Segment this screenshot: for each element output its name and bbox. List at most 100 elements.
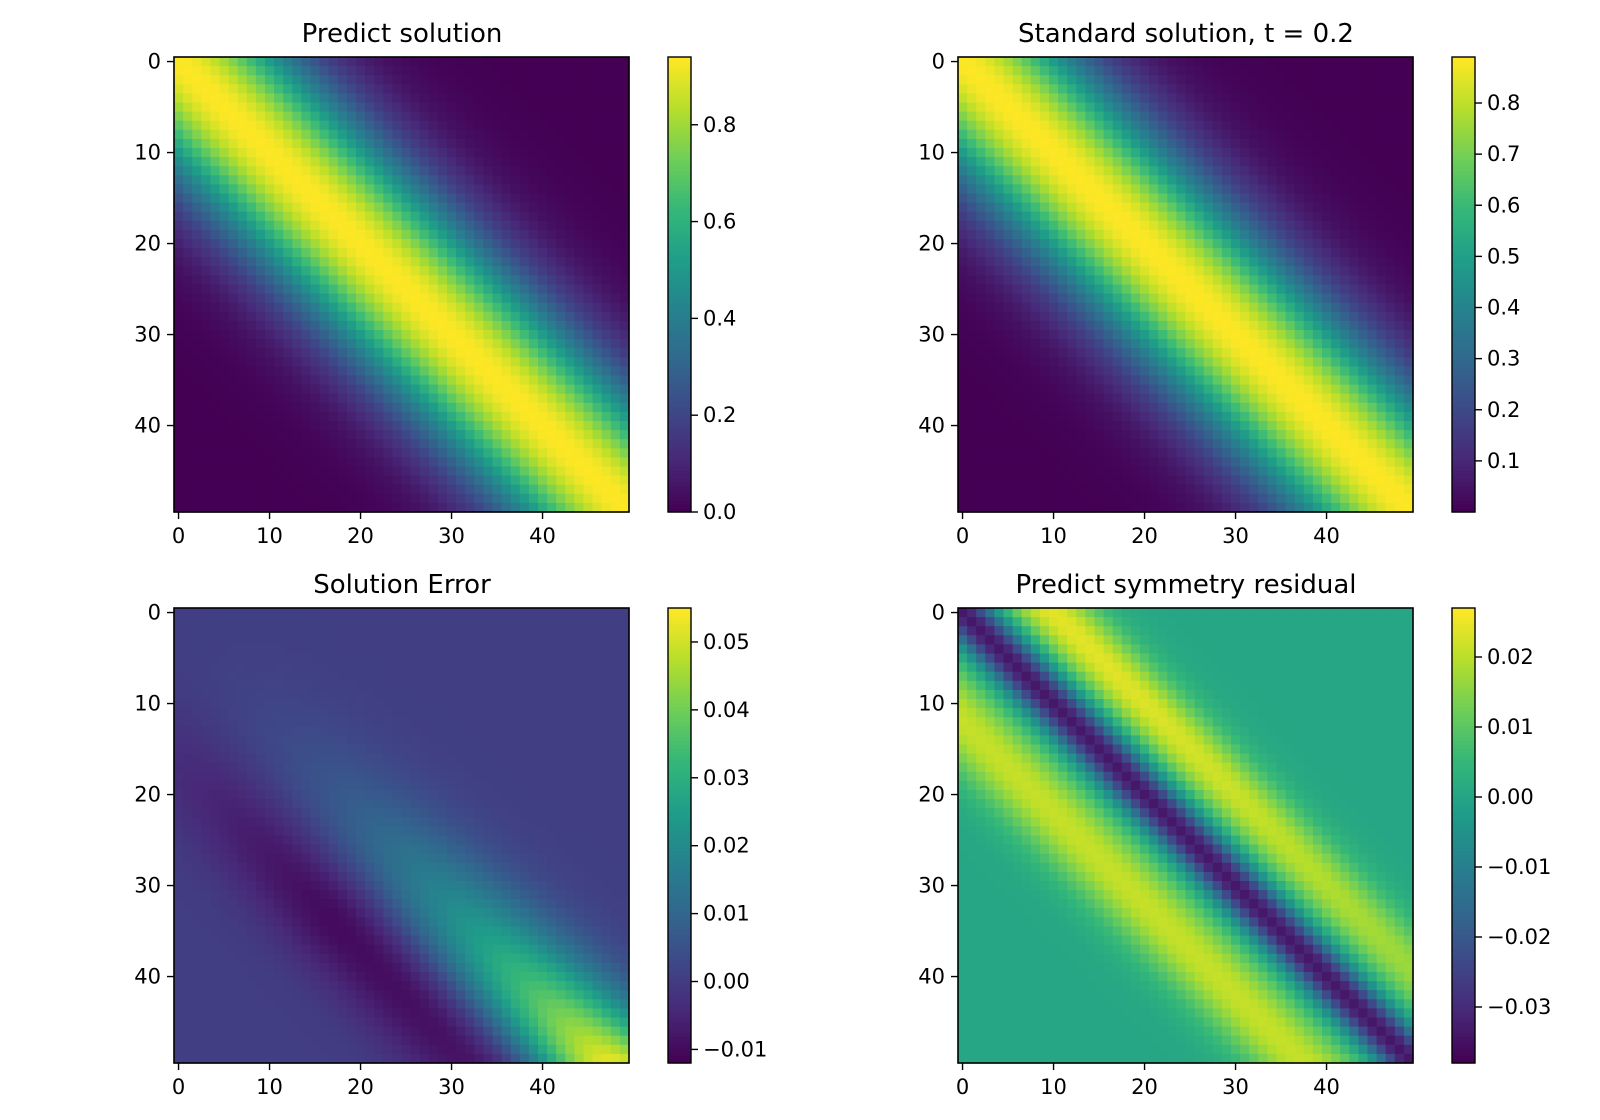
heatmap-cell [1049, 330, 1059, 340]
heatmap-cell [510, 102, 521, 113]
heatmap-cell [319, 439, 330, 449]
heatmap-cell [1231, 330, 1241, 340]
heatmap-cell [1176, 375, 1187, 386]
heatmap-cell [994, 229, 1005, 240]
heatmap-cell [1121, 248, 1132, 258]
heatmap-cell [574, 184, 585, 195]
heatmap-cell [292, 57, 302, 67]
heatmap-cell [619, 375, 630, 386]
heatmap-cell [1231, 148, 1241, 158]
heatmap-cell [1312, 284, 1323, 295]
heatmap-cell [437, 175, 448, 185]
heatmap-cell [337, 430, 348, 440]
heatmap-cell [474, 311, 484, 322]
heatmap-cell [1322, 166, 1332, 176]
heatmap-cell [1149, 302, 1159, 313]
heatmap-cell [374, 339, 384, 349]
heatmap-cell [1267, 66, 1278, 76]
heatmap-cell [592, 421, 603, 431]
heatmap-cell [1258, 166, 1268, 176]
heatmap-cell [592, 466, 603, 477]
heatmap-cell [301, 311, 312, 322]
heatmap-cell [1176, 193, 1187, 204]
heatmap-cell [1158, 111, 1168, 122]
heatmap-cell [967, 193, 977, 204]
heatmap-cell [292, 102, 302, 113]
heatmap-cell [283, 466, 293, 477]
heatmap-cell [1076, 320, 1086, 331]
heatmap-cell [1340, 84, 1350, 94]
heatmap-cell [1058, 138, 1068, 149]
heatmap-cell [1203, 184, 1214, 195]
heatmap-cell [228, 339, 239, 349]
heatmap-cell [1376, 348, 1387, 358]
heatmap-cell [538, 357, 548, 367]
heatmap-cell [1076, 184, 1086, 195]
colorbar-segment [668, 113, 691, 119]
heatmap-cell [283, 320, 293, 331]
heatmap-cell [1067, 466, 1077, 477]
heatmap-cell [1158, 184, 1168, 195]
heatmap-cell [1076, 248, 1086, 258]
heatmap-cell [474, 93, 484, 104]
heatmap-cell [1158, 275, 1168, 286]
colorbar-segment [668, 72, 691, 77]
heatmap-cell [374, 111, 384, 122]
heatmap-cell [1312, 448, 1323, 458]
heatmap-cell [437, 66, 448, 76]
heatmap-cell [583, 148, 594, 158]
heatmap-cell [1212, 302, 1223, 313]
heatmap-cell [401, 75, 412, 85]
heatmap-cell [1103, 439, 1114, 449]
heatmap-cell [274, 411, 284, 422]
heatmap-cell [565, 375, 575, 386]
heatmap-cell [401, 138, 412, 149]
heatmap-cell [1231, 211, 1241, 222]
heatmap-cell [447, 402, 457, 413]
heatmap-cell [976, 439, 986, 449]
heatmap-cell [1294, 148, 1305, 158]
heatmap-cell [1067, 293, 1077, 304]
heatmap-cell [219, 493, 230, 504]
heatmap-cell [1140, 220, 1150, 231]
heatmap-cell [1003, 457, 1014, 468]
heatmap-cell [1212, 430, 1223, 440]
heatmap-cell [301, 366, 312, 377]
colorbar-segment [668, 216, 691, 221]
heatmap-cell [1030, 220, 1041, 231]
colorbar-segment [668, 235, 691, 240]
heatmap-cell [1185, 330, 1196, 340]
heatmap-cell [401, 248, 412, 258]
heatmap-cell [1367, 175, 1378, 185]
heatmap-cell [301, 175, 312, 185]
heatmap-cell [201, 202, 211, 213]
heatmap-cell [1039, 357, 1050, 367]
heatmap-cell [501, 493, 512, 504]
heatmap-cell [610, 75, 621, 85]
heatmap-cell [1267, 366, 1278, 377]
heatmap-cell [1103, 430, 1114, 440]
heatmap-cell [1403, 284, 1414, 295]
heatmap-cell [1185, 439, 1196, 449]
heatmap-cell [1094, 193, 1105, 204]
heatmap-cell [1358, 339, 1369, 349]
heatmap-cell [447, 211, 457, 222]
heatmap-cell [383, 393, 393, 404]
heatmap-cell [574, 384, 585, 395]
heatmap-cell [1039, 302, 1050, 313]
heatmap-cell [519, 320, 530, 331]
heatmap-cell [1085, 229, 1096, 240]
heatmap-cell [237, 484, 248, 495]
heatmap-cell [1058, 348, 1068, 358]
heatmap-cell [419, 293, 430, 304]
heatmap-cell [592, 266, 603, 276]
heatmap-cell [410, 284, 421, 295]
heatmap-cell [428, 102, 439, 113]
heatmap-cell [365, 475, 375, 486]
colorbar-segment [668, 257, 691, 263]
heatmap-cell [1403, 311, 1414, 322]
heatmap-cell [374, 257, 384, 267]
heatmap-cell [419, 284, 430, 295]
heatmap-cell [192, 393, 202, 404]
heatmap-cell [274, 466, 284, 477]
